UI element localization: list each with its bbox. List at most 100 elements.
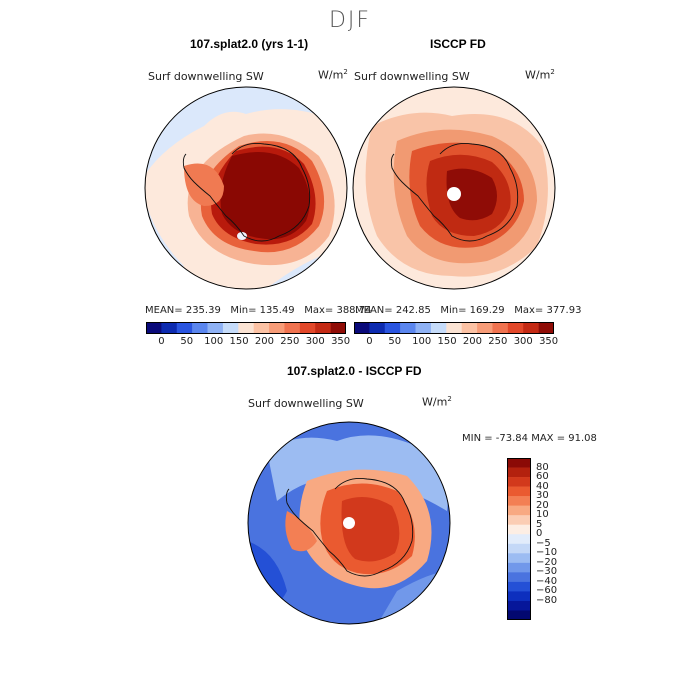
panel3-minmax: MIN = -73.84 MAX = 91.08 [462,433,597,444]
panel1-max: Max= 388.74 [304,305,372,316]
colorbar-swatch [507,600,531,611]
panel2-units: W/m2 [525,68,555,82]
colorbar-swatch [507,581,531,592]
colorbar-swatch [253,322,270,334]
panel3-variable-label: Surf downwelling SW [248,397,364,410]
colorbar-swatch [369,322,386,334]
colorbar-swatch [507,505,531,516]
panel1-colorbar-ticks: 0 50 100 150 200 250 300 350 [146,336,351,350]
panel2-max: Max= 377.93 [514,305,582,316]
colorbar-swatch [523,322,539,334]
colorbar-tick-label: 60 [536,471,549,483]
colorbar-tick-label: 350 [539,336,559,347]
panel2-title: ISCCP FD [430,37,486,51]
colorbar-swatch [146,322,162,334]
colorbar-tick-label: 100 [412,336,432,347]
colorbar-tick-label: −80 [536,594,558,606]
colorbar-tick-label: 300 [305,336,325,347]
panel3-units: W/m2 [422,395,452,409]
panel3-title: 107.splat2.0 - ISCCP FD [287,364,422,378]
colorbar-swatch [315,322,331,334]
colorbar-swatch [176,322,193,334]
colorbar-swatch [507,477,531,487]
colorbar-tick-label: 0 [366,336,373,347]
colorbar-tick-label: 50 [388,336,402,347]
season-title: DJF [328,8,372,33]
colorbar-swatch [269,322,285,334]
panel1-polar-map [144,86,348,290]
colorbar-tick-label: 5 [536,518,543,530]
colorbar-tick-label: 20 [536,499,549,511]
colorbar-tick-label: 10 [536,509,549,521]
panel1-min: Min= 135.49 [230,305,295,316]
colorbar-tick-label: 0 [158,336,165,347]
panel2-mean: MEAN= 242.85 [355,305,431,316]
colorbar-tick-label: 80 [536,461,549,473]
colorbar-tick-label: −5 [536,537,551,549]
panel2-variable-label: Surf downwelling SW [354,70,470,83]
colorbar-swatch [330,322,346,334]
colorbar-swatch [384,322,401,334]
panel1-units: W/m2 [318,68,348,82]
colorbar-tick-label: 100 [204,336,224,347]
panel2-colorbar [354,322,554,334]
colorbar-swatch [192,322,208,334]
colorbar-swatch [507,591,531,602]
colorbar-swatch [222,322,239,334]
colorbar-tick-label: 150 [229,336,249,347]
colorbar-swatch [461,322,478,334]
colorbar-swatch [354,322,370,334]
colorbar-swatch [238,322,254,334]
panel2-polar-map [352,86,556,290]
colorbar-swatch [507,467,531,478]
panel1-colorbar [146,322,346,334]
colorbar-tick-label: 350 [331,336,351,347]
colorbar-tick-label: 200 [462,336,483,347]
colorbar-tick-label: −30 [536,566,558,578]
colorbar-swatch [284,322,301,334]
colorbar-swatch [507,458,531,468]
colorbar-swatch [507,543,531,554]
panel1-mean: MEAN= 235.39 [145,305,221,316]
colorbar-swatch [400,322,416,334]
panel3-difference-map [247,421,451,625]
colorbar-tick-label: 30 [536,490,549,502]
colorbar-swatch [430,322,447,334]
colorbar-tick-label: 300 [513,336,533,347]
colorbar-tick-label: 200 [254,336,275,347]
panel1-variable-label: Surf downwelling SW [148,70,264,83]
colorbar-tick-label: 40 [536,480,549,492]
panel3-colorbar-labels: 80 60 40 30 20 10 5 0 −5 −10 −20 −30 −40 −60 −80 [536,458,576,620]
panel2-stats: MEAN= 242.85 Min= 169.29 Max= 377.93 [355,305,581,316]
colorbar-tick-label: −10 [536,547,558,559]
colorbar-swatch [507,322,524,334]
colorbar-swatch [507,553,531,564]
colorbar-tick-label: 150 [437,336,457,347]
colorbar-swatch [507,562,531,573]
colorbar-swatch [507,486,531,497]
colorbar-swatch [507,496,531,506]
colorbar-tick-label: 250 [488,336,508,347]
panel3-colorbar [507,458,531,620]
colorbar-tick-label: −40 [536,575,558,587]
colorbar-swatch [507,572,531,583]
colorbar-swatch [299,322,316,334]
panel2-colorbar-ticks: 0 50 100 150 200 250 300 350 [354,336,559,350]
colorbar-swatch [507,515,531,526]
panel1-stats: MEAN= 235.39 Min= 135.49 Max= 388.74 [145,305,371,316]
colorbar-swatch [446,322,462,334]
colorbar-tick-label: −60 [536,585,558,597]
colorbar-swatch [161,322,178,334]
colorbar-tick-label: −20 [536,556,558,568]
colorbar-swatch [207,322,224,334]
colorbar-swatch [477,322,493,334]
colorbar-swatch [507,524,531,535]
colorbar-swatch [507,534,531,545]
colorbar-swatch [507,610,531,620]
panel2-min: Min= 169.29 [440,305,505,316]
colorbar-swatch [538,322,554,334]
colorbar-swatch [415,322,432,334]
colorbar-tick-label: 50 [180,336,194,347]
colorbar-tick-label: 250 [280,336,300,347]
colorbar-swatch [492,322,509,334]
